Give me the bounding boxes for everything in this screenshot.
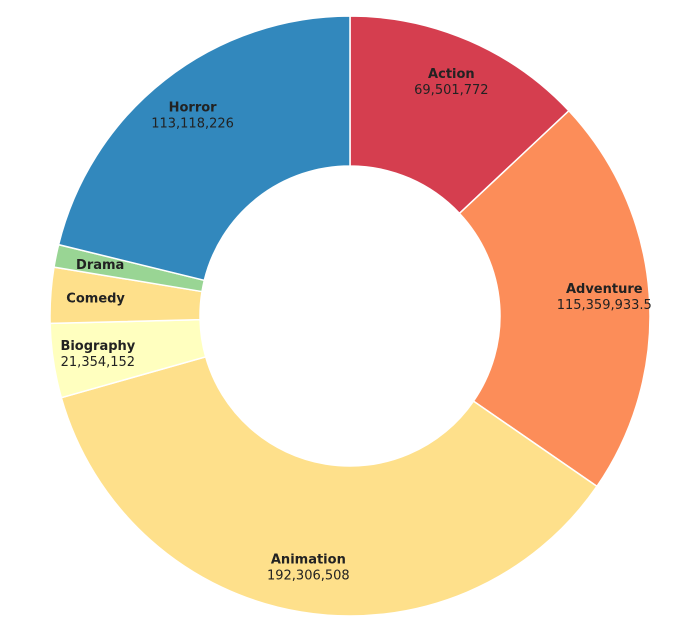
slice-value-animation: 192,306,508 [267, 569, 350, 584]
slice-label-drama: Drama [76, 258, 124, 273]
slice-label-biography: Biography [60, 339, 135, 354]
slice-label-animation: Animation [271, 553, 346, 568]
slice-horror[interactable] [57, 15, 351, 282]
slice-animation[interactable] [60, 355, 599, 617]
slice-label-action: Action [428, 67, 475, 82]
slice-value-horror: 113,118,226 [151, 116, 234, 131]
chart-slices [49, 15, 651, 617]
slice-value-action: 69,501,772 [414, 83, 488, 98]
slice-label-horror: Horror [169, 100, 218, 115]
slice-value-adventure: 115,359,933.5 [557, 298, 652, 313]
slice-adventure[interactable] [458, 109, 651, 488]
slice-value-biography: 21,354,152 [61, 355, 135, 370]
slice-label-comedy: Comedy [66, 291, 125, 306]
slice-label-adventure: Adventure [566, 282, 643, 297]
